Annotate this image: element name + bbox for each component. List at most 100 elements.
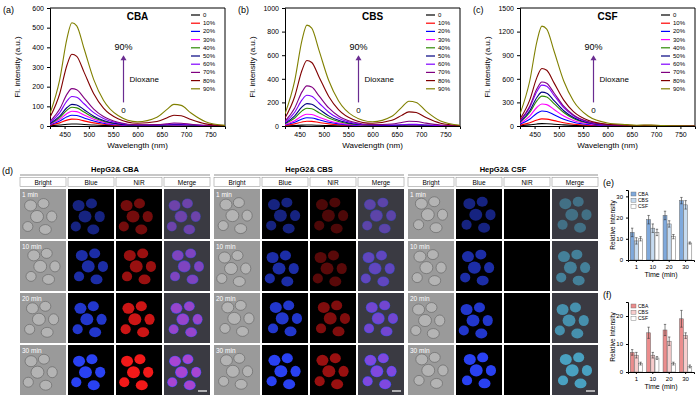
cell <box>169 201 180 211</box>
cell <box>193 314 203 325</box>
legend-swatch <box>661 39 670 40</box>
axis-line <box>629 373 695 375</box>
cell <box>579 315 589 326</box>
cell <box>41 248 52 258</box>
cell <box>314 221 324 231</box>
cell <box>266 221 276 231</box>
y-axis-title: Fl. intensity (a.u.) <box>248 36 257 98</box>
tick-mark <box>113 126 114 129</box>
tick: 20 <box>616 313 628 319</box>
tick-label: 450 <box>294 131 306 138</box>
cell <box>461 304 473 315</box>
tick-label: 10 <box>616 236 623 242</box>
legend-label: 10% <box>673 20 686 26</box>
tick-label: 1500 <box>498 5 514 12</box>
cell <box>187 274 199 284</box>
cell <box>268 323 278 333</box>
column-header-box <box>358 178 404 187</box>
panel-label: (e) <box>603 178 614 188</box>
cell <box>225 262 238 274</box>
micrograph-tile <box>504 241 550 291</box>
micrograph-tile <box>504 345 550 395</box>
cell <box>412 273 422 283</box>
tick-label: 10 <box>649 264 656 270</box>
cell <box>242 210 252 221</box>
tick-label: 750 <box>675 131 687 138</box>
cell <box>337 263 347 274</box>
tick-mark <box>636 372 637 374</box>
legend-label: 80% <box>673 78 686 84</box>
tick: 10 <box>649 372 656 382</box>
legend-label: 0 <box>438 12 442 18</box>
micrograph-tile <box>408 189 454 239</box>
tick-label: 0 <box>40 123 44 130</box>
tick: 400 <box>267 76 285 83</box>
cell <box>172 250 183 260</box>
cell <box>558 251 570 262</box>
tick-label: 600 <box>267 52 279 59</box>
tick-label: 600 <box>367 131 379 138</box>
cell <box>172 250 184 261</box>
micrograph-tile <box>358 293 404 343</box>
row-label: 20 min <box>410 295 430 302</box>
cell <box>371 210 383 221</box>
tick-label: 750 <box>205 131 217 138</box>
arrow <box>123 59 124 102</box>
micrograph-tile <box>408 293 454 343</box>
tick-mark <box>626 196 628 197</box>
cell <box>419 314 432 326</box>
column-header: Bright <box>35 179 52 187</box>
axis: 1102030 <box>629 260 695 270</box>
column-header-box <box>262 178 308 187</box>
tick: 600 <box>502 76 520 83</box>
annotation: Dioxane <box>365 75 395 84</box>
tick: 10 <box>649 260 656 270</box>
cell <box>379 224 391 234</box>
cell <box>38 199 49 209</box>
cell <box>143 367 153 378</box>
tick-label: 750 <box>440 131 452 138</box>
tick: 0 <box>620 369 628 375</box>
cell <box>135 225 147 235</box>
legend-label: CSF <box>638 203 648 209</box>
column-header-box <box>116 178 162 187</box>
cell <box>291 366 301 377</box>
micrograph-tile <box>262 241 308 291</box>
cell <box>365 200 376 210</box>
cell <box>121 324 131 334</box>
legend-label: 30% <box>438 37 451 43</box>
bar <box>667 224 671 260</box>
cell <box>267 252 279 263</box>
tick: 700 <box>416 126 428 138</box>
cell <box>574 223 586 233</box>
legend-swatch <box>631 310 636 314</box>
error-bar <box>668 221 670 227</box>
legend-swatch <box>661 72 670 73</box>
legend-label: 20% <box>203 28 216 34</box>
cell <box>483 315 493 326</box>
scale-bar <box>392 390 401 391</box>
bar <box>671 237 675 260</box>
tick-label: 500 <box>319 131 331 138</box>
cell <box>565 209 578 221</box>
legend-label: 20% <box>438 28 451 34</box>
tick-label: 30 <box>616 194 623 200</box>
micrograph-tile <box>116 293 162 343</box>
legend-swatch <box>191 80 200 81</box>
error-bar <box>639 237 641 241</box>
tick: 750 <box>205 126 217 138</box>
tick-mark <box>47 47 50 48</box>
plot-area <box>630 197 692 260</box>
tick-mark <box>636 260 637 262</box>
cell <box>185 248 196 258</box>
cell <box>183 225 195 235</box>
legend: CBACBSCSF <box>631 191 649 209</box>
cell <box>381 327 392 336</box>
cell <box>184 380 196 390</box>
legend-label: 30% <box>673 37 686 43</box>
cell <box>193 314 202 324</box>
cell <box>228 312 241 324</box>
column-header: NIR <box>327 179 339 186</box>
column-header: Merge <box>178 179 197 187</box>
cell <box>128 313 141 325</box>
